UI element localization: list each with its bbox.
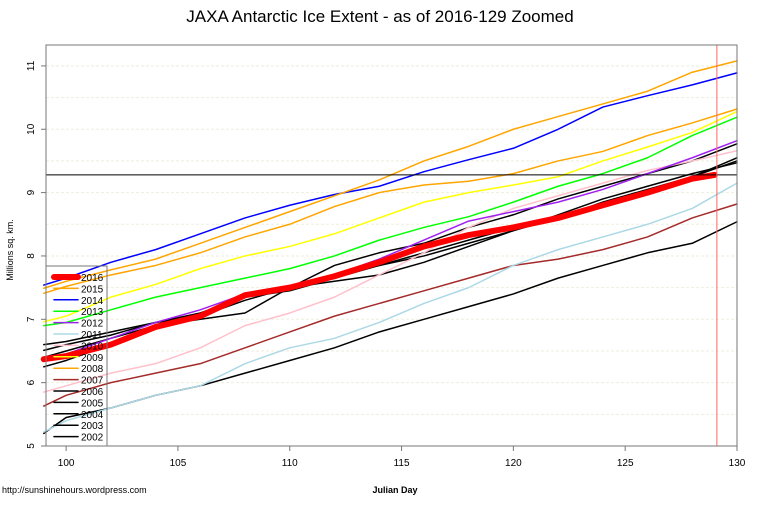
legend-label: 2006 — [81, 387, 104, 398]
legend: 2016201520142013201220112010200920082007… — [45, 265, 108, 447]
x-axis-label: Julian Day — [372, 485, 417, 495]
legend-label: 2003 — [81, 421, 104, 432]
y-tick-label: 8 — [26, 253, 37, 259]
legend-label: 2016 — [81, 273, 104, 284]
series-line-2009 — [43, 110, 738, 323]
y-tick-label: 9 — [26, 189, 37, 195]
series-line-2016 — [40, 171, 718, 363]
series-line-2011 — [43, 182, 738, 433]
y-axis-label: Millions sq. km. — [5, 219, 15, 281]
series-lines — [40, 60, 738, 435]
legend-label: 2011 — [81, 330, 103, 341]
x-axis: 100 105 110 115 120 125 130 — [58, 446, 746, 469]
chart-title: JAXA Antarctic Ice Extent - as of 2016-1… — [186, 7, 573, 26]
series-line-2010 — [43, 150, 738, 393]
series-line-2012 — [43, 139, 738, 359]
source-url: http://sunshinehours.wordpress.com — [2, 485, 147, 495]
series-line-2013 — [43, 116, 738, 327]
x-tick-label: 110 — [282, 458, 298, 469]
x-tick-label: 105 — [170, 458, 187, 469]
series-line-2008 — [43, 108, 738, 295]
legend-label: 2015 — [81, 284, 104, 295]
grid — [46, 65, 737, 447]
y-axis: 5 6 7 8 9 10 11 — [26, 60, 46, 449]
legend-label: 2007 — [81, 376, 104, 387]
legend-label: 2005 — [81, 398, 104, 409]
x-tick-label: 115 — [394, 458, 410, 469]
y-tick-label: 6 — [26, 379, 37, 385]
reference-lines — [46, 45, 737, 446]
x-tick-label: 120 — [505, 458, 522, 469]
series-line-2006 — [43, 143, 738, 352]
series-line-2007 — [43, 203, 738, 407]
y-tick-label: 7 — [26, 316, 37, 322]
legend-label: 2013 — [81, 307, 104, 318]
legend-label: 2002 — [81, 433, 104, 444]
series-line-2015 — [43, 60, 738, 290]
x-tick-label: 130 — [729, 458, 746, 469]
y-tick-label: 10 — [26, 123, 37, 135]
plot-frame — [45, 44, 738, 447]
legend-label: 2008 — [81, 364, 104, 375]
legend-label: 2009 — [81, 353, 104, 364]
legend-label: 2014 — [81, 296, 104, 307]
series-line-2005 — [43, 157, 738, 368]
legend-label: 2012 — [81, 319, 104, 330]
legend-label: 2004 — [81, 410, 104, 421]
legend-label: 2010 — [81, 341, 104, 352]
x-tick-label: 125 — [617, 458, 634, 469]
series-line-2014 — [43, 72, 738, 286]
x-tick-label: 100 — [58, 458, 75, 469]
y-tick-label: 11 — [26, 60, 37, 71]
y-tick-label: 5 — [26, 443, 37, 449]
